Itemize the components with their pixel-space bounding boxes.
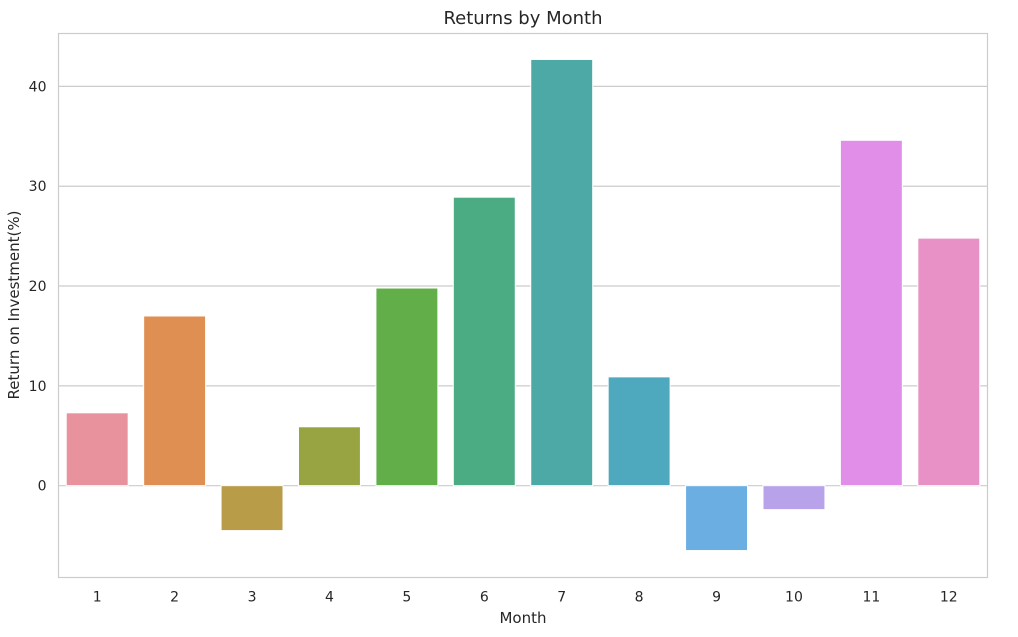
y-tick-label: 0	[38, 479, 47, 495]
x-tick-label: 8	[635, 590, 644, 606]
y-tick-labels: 0 10 20 30 40	[29, 79, 47, 494]
x-tick-label: 2	[170, 590, 179, 606]
y-tick-label: 10	[29, 379, 47, 395]
x-tick-label: 7	[557, 590, 566, 606]
bar-month-3	[220, 485, 284, 532]
bar-month-4	[297, 426, 361, 487]
x-tick-labels: 1 2 3 4 5 6 7 8 9 10 11 12	[93, 590, 958, 606]
x-tick-label: 3	[248, 590, 257, 606]
bar-month-12	[917, 237, 981, 487]
bar-month-11	[839, 139, 903, 487]
plot-frame	[57, 32, 989, 579]
y-axis-title: Return on Investment(%)	[5, 211, 23, 400]
bar-month-2	[143, 315, 207, 487]
x-tick-label: 11	[862, 590, 880, 606]
y-tick-label: 40	[29, 79, 47, 95]
bar-month-5	[375, 287, 439, 487]
bars	[65, 58, 981, 552]
x-tick-label: 12	[940, 590, 958, 606]
bar-month-8	[607, 376, 671, 487]
gridlines	[58, 85, 988, 487]
x-tick-label: 1	[93, 590, 102, 606]
x-axis-title: Month	[499, 609, 546, 627]
x-tick-label: 4	[325, 590, 334, 606]
bar-month-6	[452, 196, 516, 487]
bar-month-7	[530, 58, 594, 487]
bar-month-9	[685, 485, 749, 552]
y-tick-label: 30	[29, 179, 47, 195]
y-tick-label: 20	[29, 279, 47, 295]
x-tick-label: 10	[785, 590, 803, 606]
bar-month-10	[762, 485, 826, 511]
chart-title: Returns by Month	[443, 8, 602, 29]
bar-month-1	[65, 412, 129, 487]
x-tick-label: 9	[712, 590, 721, 606]
x-tick-label: 5	[402, 590, 411, 606]
x-tick-label: 6	[480, 590, 489, 606]
